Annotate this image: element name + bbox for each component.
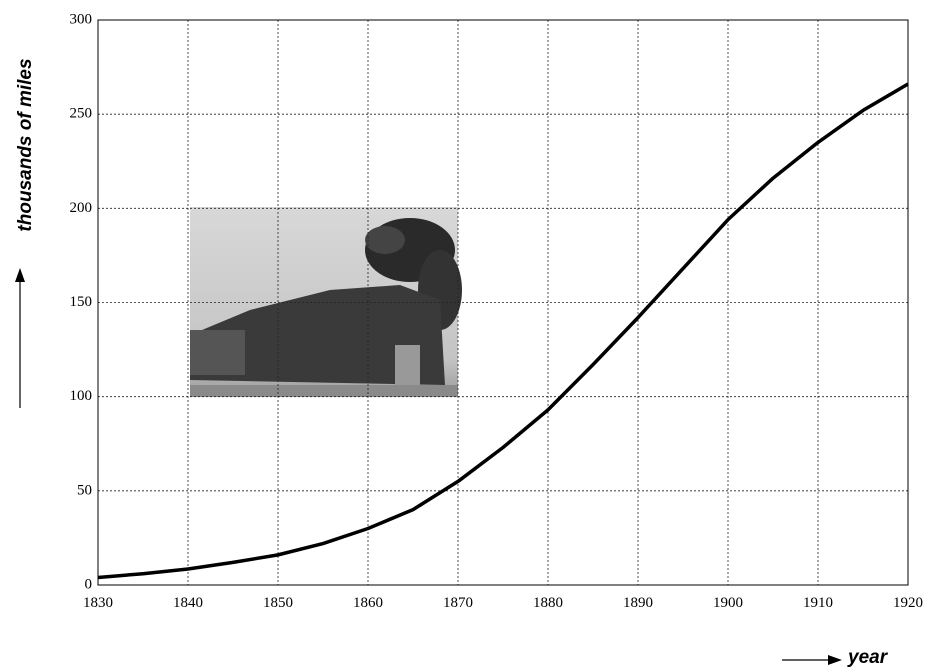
data-line — [97, 82, 909, 580]
x-tick-label: 1880 — [533, 595, 563, 611]
train-photo — [190, 207, 462, 397]
x-tick-label: 1860 — [353, 595, 383, 611]
y-tick-label: 300 — [70, 11, 93, 27]
x-tick-label: 1850 — [263, 595, 293, 611]
x-tick-label: 1870 — [443, 595, 473, 611]
y-axis-label: thousands of miles — [15, 58, 36, 231]
plot-frame — [97, 19, 909, 586]
y-tick-label: 50 — [77, 482, 92, 498]
y-tick-label: 150 — [70, 294, 93, 310]
x-tick-label: 1840 — [173, 595, 203, 611]
x-tick-label: 1910 — [803, 595, 833, 611]
y-tick-label: 250 — [70, 106, 93, 122]
y-tick-label: 100 — [70, 388, 93, 404]
x-tick-label: 1830 — [83, 595, 113, 611]
x-arrowhead — [828, 655, 842, 665]
x-axis-label: year — [847, 647, 889, 668]
x-tick-label: 1920 — [893, 595, 923, 611]
y-tick-label: 200 — [70, 200, 93, 216]
x-tick-label: 1900 — [713, 595, 743, 611]
y-arrowhead — [15, 268, 25, 282]
y-tick-label: 0 — [85, 576, 93, 592]
x-tick-label: 1890 — [623, 595, 653, 611]
